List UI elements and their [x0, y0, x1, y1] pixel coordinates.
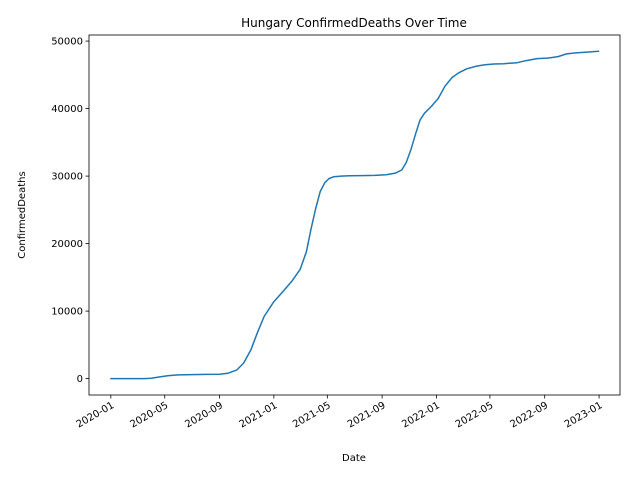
plot-frame [88, 34, 621, 396]
y-tick-label: 30000 [51, 172, 83, 183]
y-axis: 0 10000 20000 30000 40000 50000 [51, 37, 89, 385]
y-tick-label: 40000 [51, 104, 83, 115]
x-axis-label: Date [342, 453, 366, 464]
y-axis-label: ConfirmedDeaths [17, 171, 28, 258]
plot-area [88, 34, 621, 396]
y-tick-label: 50000 [51, 37, 83, 48]
y-tick-label: 10000 [51, 307, 83, 318]
series-line [110, 50, 600, 380]
chart-title: Hungary ConfirmedDeaths Over Time [241, 16, 467, 30]
y-tick-label: 20000 [51, 239, 83, 250]
y-tick-label: 0 [77, 374, 83, 385]
